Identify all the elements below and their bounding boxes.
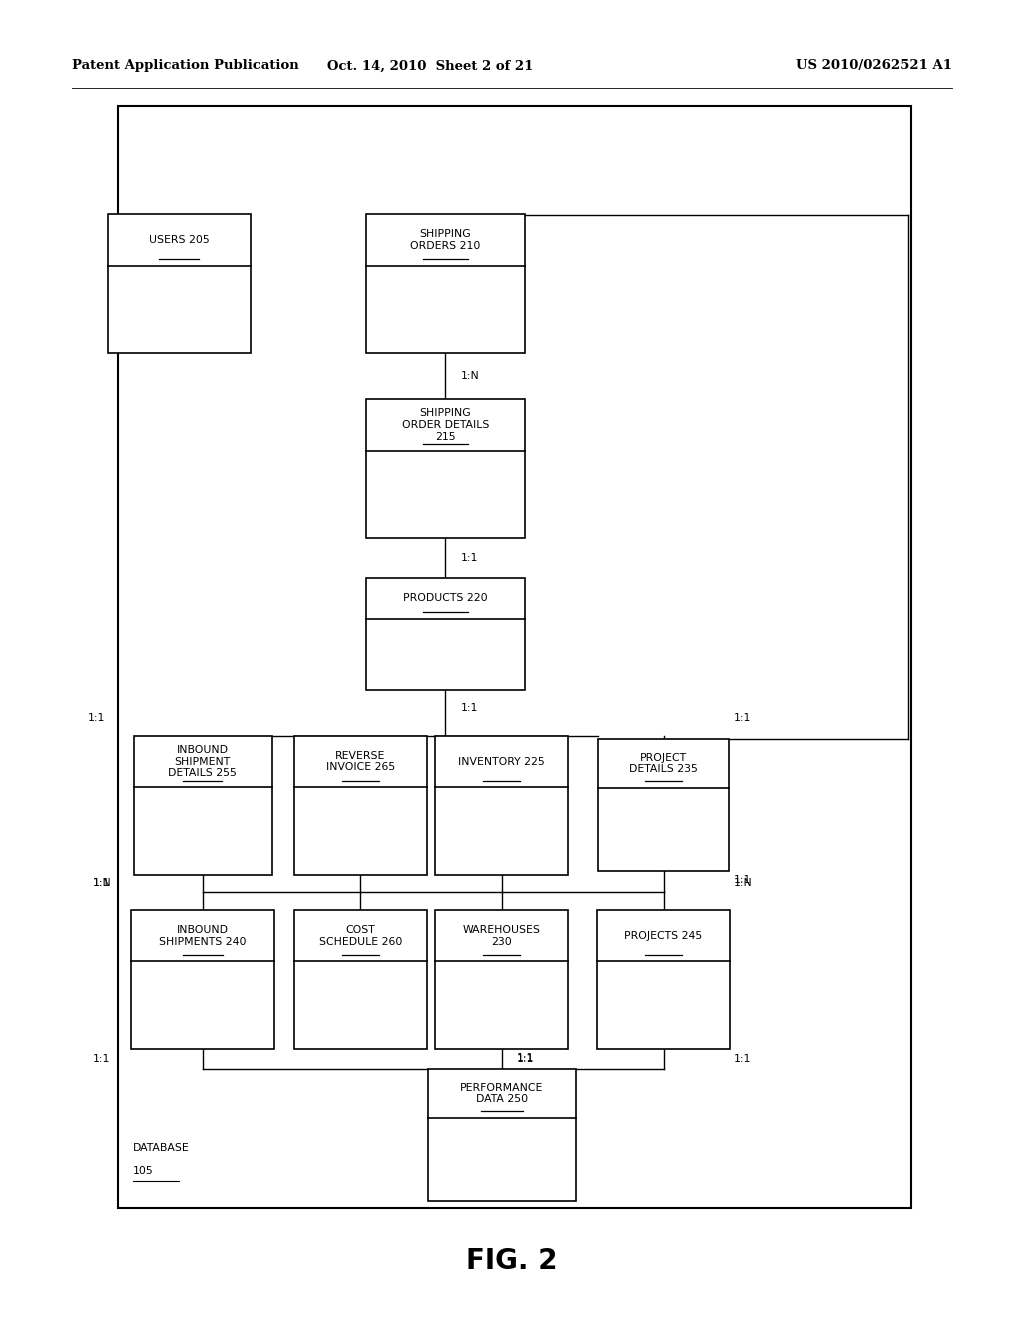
Bar <box>435 737 568 874</box>
Text: INBOUND
SHIPMENTS 240: INBOUND SHIPMENTS 240 <box>159 925 247 946</box>
Text: FIG. 2: FIG. 2 <box>466 1246 558 1275</box>
Bar <box>435 911 568 1048</box>
Text: 1:N: 1:N <box>92 878 112 888</box>
Text: 1:N: 1:N <box>734 878 753 888</box>
Bar <box>294 737 427 874</box>
Text: 105: 105 <box>133 1166 154 1176</box>
Text: 1:1: 1:1 <box>734 1053 752 1064</box>
Text: PROJECTS 245: PROJECTS 245 <box>625 931 702 941</box>
Text: 1:1: 1:1 <box>461 702 478 713</box>
Text: 1:1: 1:1 <box>92 1053 110 1064</box>
Text: PROJECT
DETAILS 235: PROJECT DETAILS 235 <box>629 752 698 775</box>
Text: COST
SCHEDULE 260: COST SCHEDULE 260 <box>318 925 402 946</box>
Bar <box>108 214 251 352</box>
Bar <box>367 214 524 352</box>
Bar <box>428 1069 575 1201</box>
Text: 1:1: 1:1 <box>517 1052 535 1063</box>
Text: INVENTORY 225: INVENTORY 225 <box>459 756 545 767</box>
Text: PERFORMANCE
DATA 250: PERFORMANCE DATA 250 <box>460 1082 544 1105</box>
Text: DATABASE: DATABASE <box>133 1143 189 1154</box>
Text: 1:1: 1:1 <box>461 553 478 562</box>
Text: 1:1: 1:1 <box>734 713 752 722</box>
Bar <box>367 578 524 689</box>
Text: 1:1: 1:1 <box>92 879 110 888</box>
Text: 1:N: 1:N <box>461 371 479 381</box>
Bar <box>118 106 911 1208</box>
Text: Oct. 14, 2010  Sheet 2 of 21: Oct. 14, 2010 Sheet 2 of 21 <box>327 59 534 73</box>
Bar <box>597 911 730 1048</box>
Bar <box>598 739 729 871</box>
Text: WAREHOUSES
230: WAREHOUSES 230 <box>463 925 541 946</box>
Bar <box>367 399 524 539</box>
Text: REVERSE
INVOICE 265: REVERSE INVOICE 265 <box>326 751 395 772</box>
Bar <box>131 911 274 1048</box>
Bar <box>294 911 427 1048</box>
Text: INBOUND
SHIPMENT
DETAILS 255: INBOUND SHIPMENT DETAILS 255 <box>168 744 238 779</box>
Text: Patent Application Publication: Patent Application Publication <box>72 59 298 73</box>
Text: 1:1: 1:1 <box>88 713 104 722</box>
Text: USERS 205: USERS 205 <box>148 235 210 246</box>
Text: 1:1: 1:1 <box>517 1053 535 1064</box>
Text: SHIPPING
ORDER DETAILS
215: SHIPPING ORDER DETAILS 215 <box>401 408 489 442</box>
Text: PRODUCTS 220: PRODUCTS 220 <box>403 593 487 603</box>
Text: SHIPPING
ORDERS 210: SHIPPING ORDERS 210 <box>411 230 480 251</box>
Bar <box>133 737 272 874</box>
Text: US 2010/0262521 A1: US 2010/0262521 A1 <box>797 59 952 73</box>
Text: 1:1: 1:1 <box>734 875 752 886</box>
